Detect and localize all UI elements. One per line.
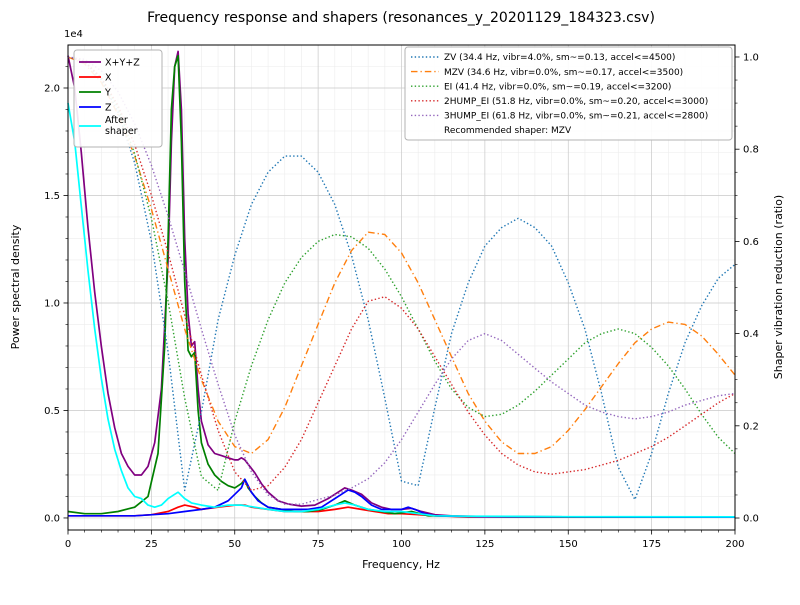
y-right-tick-label: 0.2 (743, 421, 759, 432)
shaper-curve-ei (67, 56, 736, 492)
x-tick-label: 0 (65, 539, 71, 550)
legend-label: Z (105, 102, 112, 113)
legend-psd-box (73, 49, 163, 148)
x-tick-label: 50 (228, 539, 241, 550)
legend-label: ZV (34.4 Hz, vibr=4.0%, sm~=0.13, accel<… (444, 53, 675, 63)
y-right-tick-label: 0.0 (743, 514, 759, 525)
shaper-curve-2hump_ei (67, 56, 736, 492)
y-right-tick-label: 0.4 (743, 329, 759, 340)
y-left-axis-label: Power spectral density (9, 224, 22, 349)
legend-label: 3HUMP_EI (61.8 Hz, vibr=0.0%, sm~=0.21, … (444, 112, 708, 122)
x-tick-label: 200 (725, 539, 744, 550)
x-tick-label: 125 (475, 539, 494, 550)
legend-label: EI (41.4 Hz, vibr=0.0%, sm~=0.19, accel<… (444, 82, 671, 92)
legend-shapers: ZV (34.4 Hz, vibr=4.0%, sm~=0.13, accel<… (404, 46, 733, 141)
y-right-tick-label: 1.0 (743, 52, 759, 63)
legend-label: After (105, 115, 128, 126)
legend-label: MZV (34.6 Hz, vibr=0.0%, sm~=0.17, accel… (444, 68, 683, 78)
shaper-curve-mzv (67, 56, 736, 455)
legend-label: Y (104, 87, 111, 98)
legend-label: X+Y+Z (105, 57, 140, 68)
tick-labels: 0 25 50 75 100 125 150 175 200 0.0 0.5 1.0 1.5 2.0 0.0… (44, 52, 759, 550)
legend-label: X (105, 72, 112, 83)
shaper-curve-3hump_ei (67, 56, 736, 505)
y-left-tick-label: 0.0 (44, 513, 60, 524)
legend-label: shaper (105, 126, 138, 137)
shaper-curves (67, 56, 736, 505)
y-left-tick-label: 1.0 (44, 298, 60, 309)
axis-ticks (63, 56, 740, 535)
x-tick-label: 75 (312, 539, 325, 550)
legend-label: 2HUMP_EI (51.8 Hz, vibr=0.0%, sm~=0.20, … (444, 97, 708, 107)
x-axis-label: Frequency, Hz (362, 558, 440, 571)
psd-curve-after-shaper (67, 102, 736, 518)
x-tick-label: 150 (559, 539, 578, 550)
y-right-tick-label: 0.8 (743, 145, 759, 156)
chart-title: Frequency response and shapers (resonanc… (147, 10, 655, 26)
x-tick-label: 100 (392, 539, 411, 550)
y-right-tick-label: 0.6 (743, 237, 759, 248)
legend-shapers-box (404, 46, 733, 141)
y-left-multiplier: 1e4 (64, 29, 83, 40)
x-tick-label: 25 (145, 539, 158, 550)
shaper-curve-zv (67, 56, 736, 501)
y-left-tick-label: 0.5 (44, 406, 60, 417)
y-right-axis-label: Shaper vibration reduction (ratio) (772, 195, 785, 379)
legend-recommended: Recommended shaper: MZV (444, 126, 572, 136)
psd-curves (67, 50, 736, 518)
y-left-tick-label: 2.0 (44, 83, 60, 94)
y-left-tick-label: 1.5 (44, 191, 60, 202)
x-tick-label: 175 (642, 539, 661, 550)
